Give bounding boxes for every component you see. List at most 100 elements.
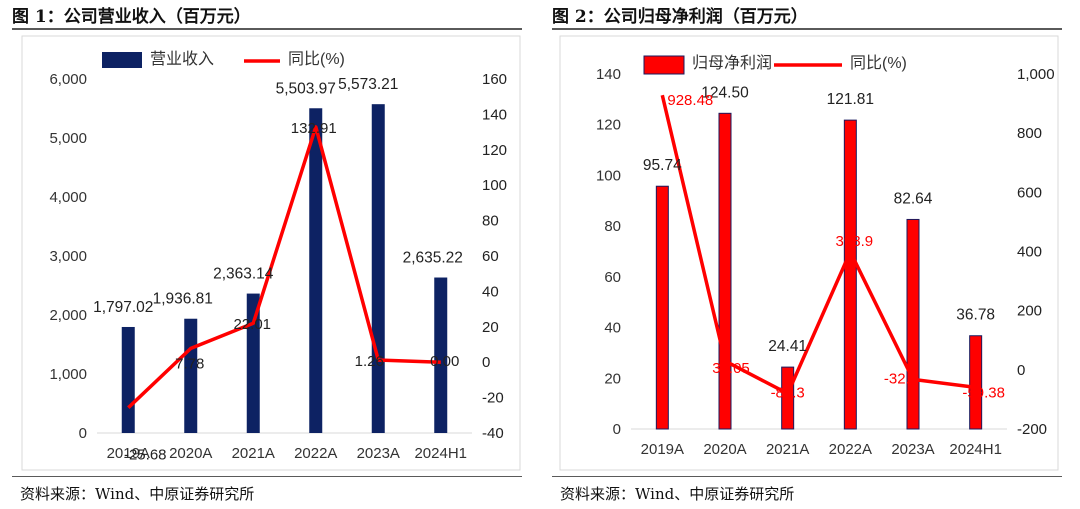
revenue-left-axis-tick: 3,000 — [49, 248, 87, 265]
revenue-left-axis-tick: 4,000 — [49, 189, 87, 206]
revenue-right-axis-tick: 160 — [482, 71, 507, 88]
profit-growth-line — [660, 94, 976, 396]
profit-right-axis-tick: 0 — [1017, 362, 1025, 379]
revenue-bar-value-label: 5,503.97 — [276, 80, 336, 97]
revenue-bar-value-label: 1,797.02 — [93, 299, 153, 316]
revenue-growth-value-label: 1.26 — [355, 353, 384, 370]
figure-2-title: 图 2：公司归母净利润（百万元） — [552, 7, 808, 27]
profit-x-tick: 2022A — [829, 441, 872, 458]
revenue-legend-line-label: 同比(%) — [288, 50, 345, 68]
revenue-bar — [246, 293, 260, 433]
revenue-growth-value-label: 7.78 — [175, 355, 204, 372]
revenue-x-tick: 2024H1 — [414, 445, 467, 462]
revenue-right-axis-tick: 40 — [482, 283, 499, 300]
profit-left-axis-tick: 0 — [613, 421, 621, 438]
revenue-legend-bar-swatch — [102, 52, 142, 68]
figure-2-source: 资料来源：Wind、中原证券研究所 — [560, 485, 795, 503]
revenue-chart: 0 1,000 2,000 3,000 4,000 5,000 6,000 -40 -20 0 20… — [21, 35, 521, 471]
profit-growth-value-label: 398.9 — [836, 233, 874, 250]
revenue-growth-value-label: 22.01 — [233, 316, 271, 333]
profit-legend-line-label: 同比(%) — [850, 54, 907, 72]
profit-right-axis-tick: 200 — [1017, 303, 1042, 320]
profit-growth-value-label: -32.1 — [884, 370, 918, 387]
revenue-x-tick: 2021A — [232, 445, 275, 462]
revenue-right-axis-tick: -20 — [482, 390, 504, 407]
figure-2: 图 2：公司归母净利润（百万元） 0 20 40 60 80 100 120 140 -200 0… — [552, 0, 1072, 509]
profit-x-tick: 2021A — [766, 441, 809, 458]
profit-right-axis-tick: 800 — [1017, 125, 1042, 142]
profit-bar-value-label: 95.74 — [643, 157, 682, 174]
profit-right-axis-tick: 600 — [1017, 184, 1042, 201]
profit-left-axis-tick: 80 — [604, 218, 621, 235]
profit-left-axis-tick: 100 — [596, 167, 621, 184]
figure-1-title: 图 1：公司营业收入（百万元） — [12, 7, 251, 27]
profit-growth-value-label: 928.48 — [667, 92, 713, 109]
revenue-right-axis-tick: 140 — [482, 106, 507, 123]
profit-bar — [655, 185, 669, 430]
figure-1: 图 1：公司营业收入（百万元） 0 1,000 2,000 3,000 4,000 5,0… — [12, 0, 532, 509]
profit-bar-value-label: 124.50 — [701, 84, 749, 101]
revenue-right-axis-tick: -40 — [482, 425, 504, 442]
profit-right-axis-tick: 1,000 — [1017, 66, 1055, 83]
figure-2-title-rule — [552, 28, 1062, 30]
profit-chart-frame — [559, 35, 1059, 471]
revenue-left-axis-tick: 6,000 — [49, 71, 87, 88]
revenue-right-axis-tick: 0 — [482, 354, 490, 371]
profit-x-tick: 2023A — [891, 441, 934, 458]
revenue-right-axis-tick: 100 — [482, 177, 507, 194]
profit-growth-value-label: -59.38 — [962, 384, 1005, 401]
net-profit-chart: 0 20 40 60 80 100 120 140 -200 0 200 400 600 800 1,000… — [559, 35, 1059, 471]
revenue-bar — [434, 277, 448, 433]
profit-bar — [843, 119, 857, 430]
figure-1-title-rule — [12, 28, 522, 30]
profit-bar — [718, 112, 732, 430]
profit-legend-bar-label: 归母净利润 — [692, 54, 772, 72]
profit-left-axis-tick: 140 — [596, 66, 621, 83]
profit-left-axis-tick: 60 — [604, 269, 621, 286]
revenue-x-tick: 2020A — [169, 445, 212, 462]
revenue-left-axis-tick: 5,000 — [49, 130, 87, 147]
revenue-bar — [309, 108, 323, 433]
profit-bar-value-label: 36.78 — [956, 307, 995, 324]
profit-x-tick: 2024H1 — [949, 441, 1002, 458]
revenue-left-axis-tick: 1,000 — [49, 366, 87, 383]
revenue-legend-bar-label: 营业收入 — [150, 50, 214, 68]
revenue-x-tick: 2023A — [357, 445, 400, 462]
revenue-bar-value-label: 1,936.81 — [153, 291, 213, 308]
revenue-growth-value-label: 132.91 — [291, 120, 337, 137]
profit-growth-value-label: 30.05 — [712, 360, 750, 377]
revenue-left-axis-tick: 0 — [79, 425, 87, 442]
profit-x-tick: 2019A — [641, 441, 684, 458]
profit-left-axis-tick: 120 — [596, 117, 621, 134]
revenue-x-tick: 2019A — [107, 445, 150, 462]
figure-1-source: 资料来源：Wind、中原证券研究所 — [20, 485, 255, 503]
revenue-bar-value-label: 2,363.14 — [213, 266, 274, 283]
profit-left-axis-tick: 40 — [604, 320, 621, 337]
profit-bar — [906, 218, 920, 430]
revenue-bar — [184, 318, 198, 433]
revenue-x-tick: 2022A — [294, 445, 337, 462]
figure-1-bottom-rule — [12, 476, 522, 477]
revenue-right-axis-tick: 80 — [482, 213, 499, 230]
profit-right-axis-tick: -200 — [1017, 421, 1047, 438]
figure-2-bottom-rule — [552, 476, 1062, 477]
revenue-bar — [121, 326, 135, 433]
profit-bar — [969, 335, 983, 430]
profit-legend-bar-swatch — [643, 55, 685, 75]
revenue-bar — [371, 104, 385, 434]
profit-bar-value-label: 24.41 — [768, 338, 807, 355]
revenue-bar-value-label: 2,635.22 — [403, 250, 463, 267]
profit-bar-value-label: 121.81 — [827, 91, 874, 108]
revenue-right-axis-tick: 120 — [482, 142, 507, 159]
revenue-right-axis-tick: 60 — [482, 248, 499, 265]
profit-growth-value-label: -80.3 — [771, 385, 805, 402]
revenue-left-axis-tick: 2,000 — [49, 307, 87, 324]
profit-x-tick: 2020A — [703, 441, 746, 458]
profit-right-axis-tick: 400 — [1017, 244, 1042, 261]
revenue-growth-value-label: -25.68 — [124, 447, 167, 464]
revenue-chart-frame — [21, 35, 521, 471]
revenue-growth-line — [127, 125, 441, 409]
revenue-right-axis-tick: 20 — [482, 319, 499, 336]
revenue-growth-value-label: 0.00 — [430, 353, 459, 370]
revenue-bar-value-label: 5,573.21 — [338, 76, 398, 93]
